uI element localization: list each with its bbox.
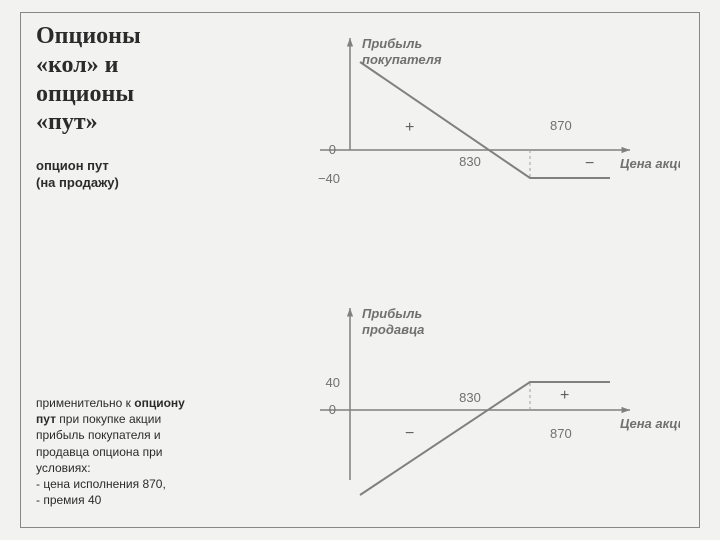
svg-text:870: 870 <box>550 118 572 133</box>
title-line: «кол» и <box>36 52 119 78</box>
page-title: Опционы «кол» и опционы «пут» <box>36 22 141 137</box>
svg-text:40: 40 <box>326 375 340 390</box>
svg-text:0: 0 <box>329 402 336 417</box>
title-line: «пут» <box>36 109 98 135</box>
seller-payoff-chart: Прибыльпродавца Цена акции 0 40 830 870 + − <box>250 290 680 500</box>
svg-text:Цена акции: Цена акции <box>620 156 680 171</box>
svg-text:Прибыль: Прибыль <box>362 306 422 321</box>
svg-text:−40: −40 <box>318 171 340 186</box>
option-type-label: опцион пут (на продажу) <box>36 158 119 192</box>
svg-text:Цена акции: Цена акции <box>620 416 680 431</box>
title-line: опционы <box>36 81 134 107</box>
svg-text:830: 830 <box>459 154 481 169</box>
subtitle-line: опцион пут <box>36 158 109 173</box>
description-text: применительно к опциону пут при покупке … <box>36 395 206 508</box>
svg-text:830: 830 <box>459 390 481 405</box>
svg-text:−: − <box>585 155 594 172</box>
subtitle-line: (на продажу) <box>36 175 119 190</box>
title-line: Опционы <box>36 23 141 49</box>
svg-text:+: + <box>560 387 569 404</box>
svg-text:продавца: продавца <box>362 322 424 337</box>
svg-text:870: 870 <box>550 426 572 441</box>
buyer-payoff-chart: Прибыльпокупателя Цена акции 0 −40 830 870 + − <box>250 20 680 220</box>
svg-text:Прибыль: Прибыль <box>362 36 422 51</box>
svg-text:0: 0 <box>329 142 336 157</box>
svg-text:−: − <box>405 425 414 442</box>
svg-text:покупателя: покупателя <box>362 52 442 67</box>
svg-text:+: + <box>405 119 414 136</box>
